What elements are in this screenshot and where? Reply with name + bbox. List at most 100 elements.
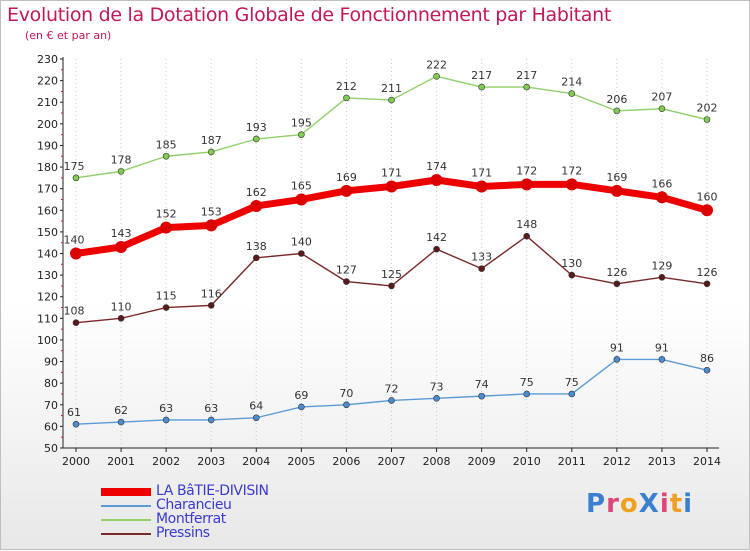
- data-point: [115, 241, 128, 254]
- data-label: 126: [697, 266, 718, 279]
- data-label: 207: [651, 91, 672, 104]
- data-label: 160: [697, 190, 718, 203]
- data-point: [72, 420, 80, 428]
- legend-label: Montferrat: [156, 511, 226, 527]
- y-tick-label: 190: [37, 139, 58, 152]
- logo-letter: r: [606, 489, 620, 519]
- data-point: [701, 204, 713, 217]
- data-label: 148: [516, 218, 537, 231]
- y-tick-label: 160: [37, 204, 58, 217]
- data-point: [298, 250, 305, 257]
- data-label: 73: [430, 380, 444, 393]
- logo-letter: X: [638, 489, 660, 519]
- x-tick-label: 2014: [693, 455, 721, 468]
- data-point: [160, 221, 173, 234]
- data-label: 63: [204, 402, 218, 415]
- data-point: [70, 247, 82, 260]
- data-label: 143: [111, 227, 132, 240]
- y-tick-label: 80: [44, 377, 58, 390]
- data-label: 172: [561, 164, 582, 177]
- data-label: 178: [111, 153, 132, 166]
- x-tick-label: 2005: [287, 455, 315, 468]
- data-label: 172: [516, 164, 537, 177]
- data-point: [658, 356, 666, 363]
- data-label: 86: [700, 352, 714, 365]
- data-label: 61: [67, 406, 81, 419]
- data-point: [117, 315, 125, 322]
- x-tick-label: 2006: [332, 455, 360, 468]
- data-point: [703, 116, 711, 123]
- data-label: 165: [291, 179, 312, 192]
- logo-letter: i: [659, 489, 670, 519]
- data-label: 195: [291, 117, 312, 130]
- data-label: 140: [291, 236, 312, 249]
- legend-swatch: [101, 519, 151, 521]
- data-point: [252, 414, 260, 422]
- data-label: 169: [336, 171, 357, 184]
- data-label: 110: [111, 300, 132, 313]
- data-point: [385, 180, 398, 193]
- y-tick-label: 210: [37, 96, 58, 109]
- data-point: [703, 280, 711, 288]
- data-point: [340, 184, 353, 197]
- x-tick-label: 2001: [107, 455, 135, 468]
- data-point: [655, 191, 668, 204]
- legend-label: Charancieu: [156, 497, 232, 513]
- data-label: 142: [426, 231, 447, 244]
- data-label: 138: [246, 240, 267, 253]
- data-label: 171: [471, 167, 492, 180]
- data-point: [430, 174, 443, 187]
- data-label: 153: [201, 205, 222, 218]
- data-point: [252, 254, 260, 262]
- data-label: 175: [64, 160, 85, 173]
- y-tick-label: 230: [37, 53, 58, 66]
- y-tick-label: 60: [44, 420, 58, 433]
- data-point: [478, 265, 485, 272]
- data-point: [207, 416, 215, 424]
- y-tick-label: 140: [37, 248, 58, 261]
- y-tick-label: 180: [37, 161, 58, 174]
- y-tick-label: 100: [37, 334, 58, 347]
- legend-label: LA BâTIE-DIVISIN: [156, 483, 269, 499]
- chart-title: Evolution de la Dotation Globale de Fonc…: [7, 4, 612, 26]
- data-label: 63: [159, 402, 173, 415]
- legend-swatch: [101, 505, 151, 507]
- data-label: 62: [114, 404, 128, 417]
- data-point: [520, 178, 533, 191]
- y-tick-label: 220: [37, 75, 58, 88]
- logo-letter: o: [619, 489, 639, 519]
- data-point: [343, 278, 350, 285]
- data-label: 217: [471, 69, 492, 82]
- data-label: 212: [336, 80, 357, 93]
- data-point: [613, 280, 621, 288]
- data-point: [475, 180, 488, 193]
- data-point: [298, 403, 305, 411]
- y-tick-label: 70: [44, 399, 58, 412]
- data-label: 129: [651, 259, 672, 272]
- data-point: [343, 94, 350, 102]
- data-label: 166: [651, 177, 672, 190]
- data-label: 91: [610, 341, 624, 354]
- data-point: [205, 219, 218, 232]
- y-tick-label: 150: [37, 226, 58, 239]
- data-point: [523, 83, 531, 91]
- data-point: [523, 390, 531, 398]
- x-tick-label: 2013: [648, 455, 676, 468]
- x-tick-label: 2009: [468, 455, 496, 468]
- data-point: [433, 394, 440, 402]
- data-label: 140: [64, 234, 85, 247]
- data-label: 171: [381, 167, 402, 180]
- x-tick-label: 2008: [423, 455, 451, 468]
- logo-letter: i: [683, 489, 694, 519]
- legend-swatch: [101, 533, 151, 535]
- data-label: 152: [156, 208, 177, 221]
- y-tick-label: 170: [37, 183, 58, 196]
- x-tick-label: 2004: [242, 455, 270, 468]
- data-point: [568, 390, 576, 398]
- data-label: 162: [246, 186, 267, 199]
- data-point: [388, 282, 395, 290]
- data-label: 206: [606, 93, 627, 106]
- data-point: [433, 72, 440, 80]
